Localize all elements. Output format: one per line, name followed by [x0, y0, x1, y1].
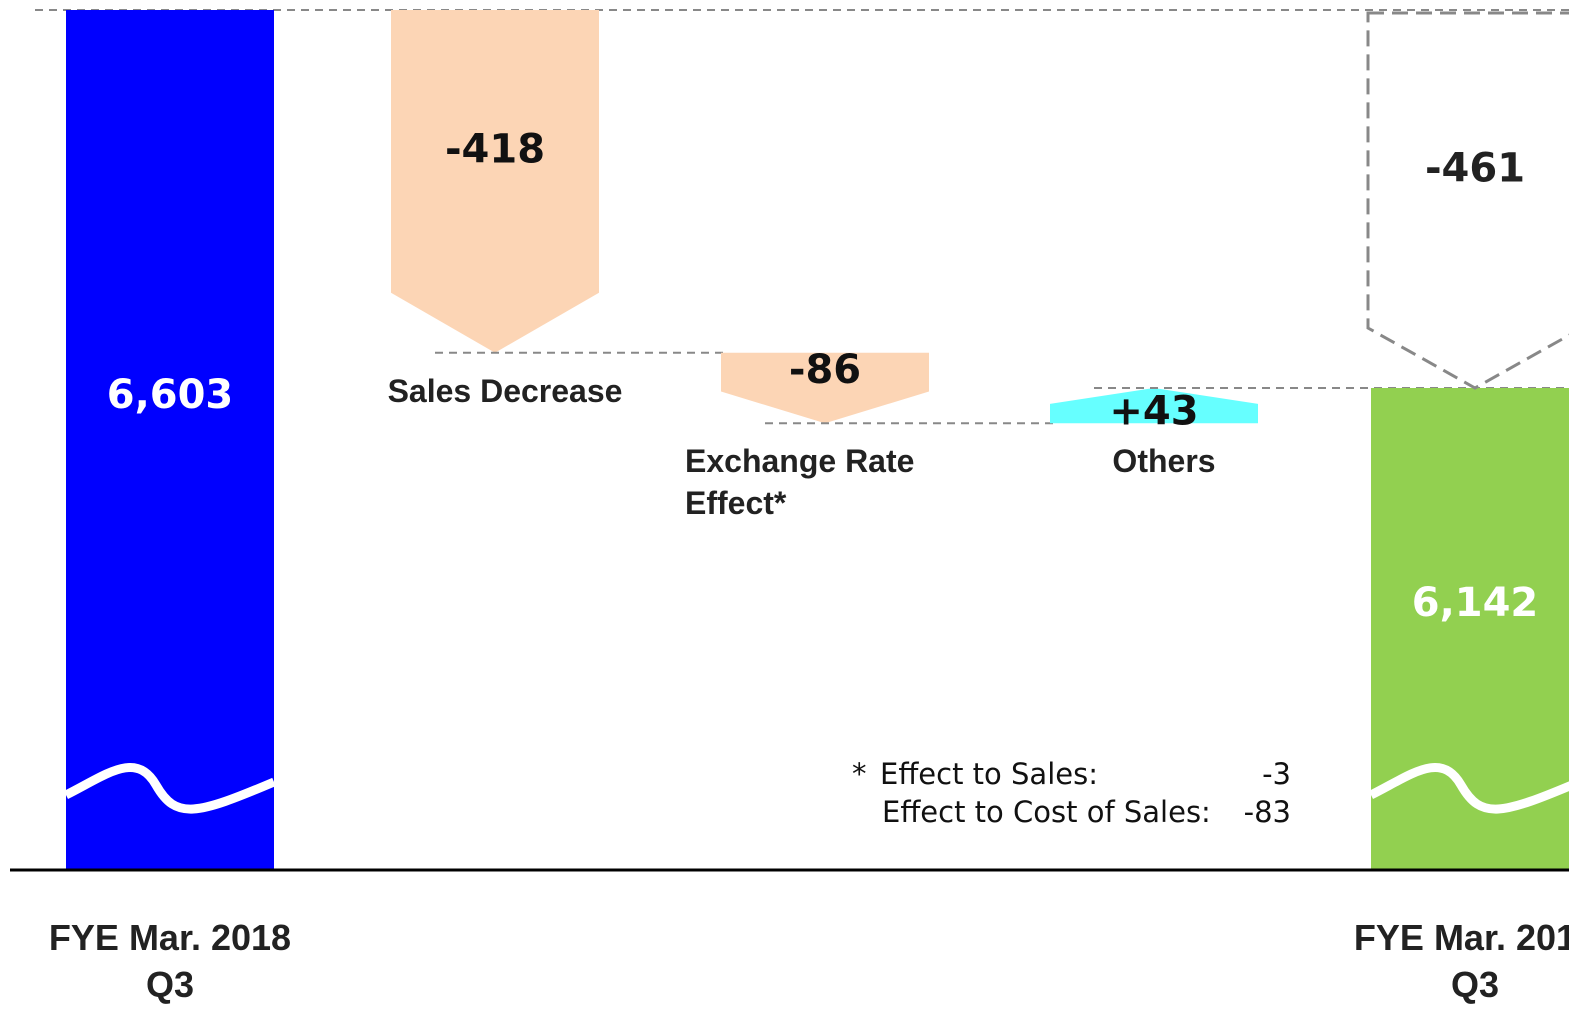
delta-bar [391, 10, 599, 353]
footnote-value: -83 [1243, 795, 1291, 829]
value-label: 6,603 [107, 372, 234, 418]
footnote-marker: * [852, 757, 867, 791]
axis-break [1368, 763, 1569, 814]
category-label: FYE Mar. 2019 Q3 [1353, 917, 1569, 1005]
value-label: -86 [789, 347, 861, 393]
total-bar [66, 10, 274, 870]
delta-bar [1050, 388, 1258, 424]
total-bar [1371, 388, 1569, 870]
value-label: 6,142 [1412, 580, 1539, 626]
total-change [1366, 11, 1569, 390]
category-label: FYE Mar. 2018 Q3 [48, 917, 292, 1005]
value-label: +43 [1109, 389, 1198, 435]
category-label: Sales Decrease [387, 372, 623, 409]
category-label: Exchange Rate Effect* [685, 443, 915, 521]
delta-bar [721, 352, 929, 424]
value-label: -418 [445, 126, 545, 172]
footnote-label: Effect to Sales: [880, 757, 1098, 791]
category-label: Others [1112, 443, 1216, 480]
total-change-label: -461 [1425, 146, 1525, 192]
axis-break [63, 763, 276, 814]
footnote-label: Effect to Cost of Sales: [882, 795, 1211, 829]
footnote-value: -3 [1262, 757, 1291, 791]
